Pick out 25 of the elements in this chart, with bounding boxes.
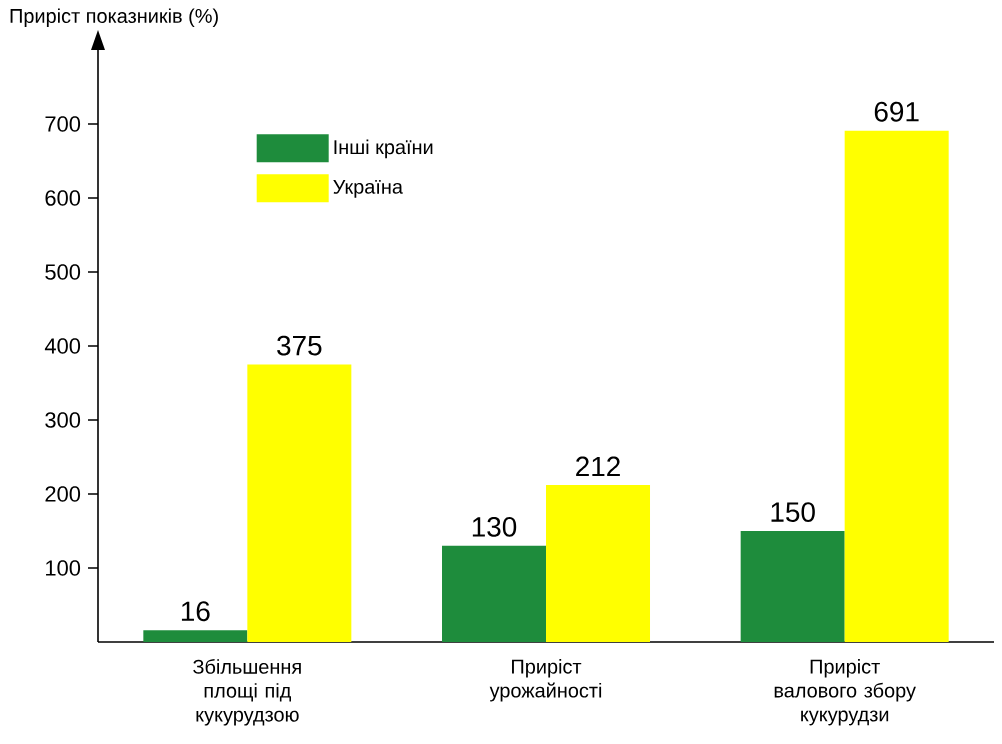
bar (442, 545, 547, 642)
bar (143, 630, 248, 642)
y-tick-label: 400 (44, 338, 81, 354)
x-tick-label: Збільшення площі під кукурудзою (193, 659, 301, 726)
bar (844, 130, 949, 642)
bar (740, 531, 845, 642)
data-label: 691 (874, 101, 919, 122)
legend-label: Інші країни (334, 139, 433, 159)
bar (247, 364, 352, 642)
y-tick-label: 100 (46, 560, 81, 576)
y-tick-label: 700 (45, 116, 81, 132)
y-tick-label: 600 (45, 190, 81, 206)
y-tick-label: 300 (45, 412, 81, 428)
data-label: 16 (181, 601, 210, 622)
data-label: 212 (576, 456, 620, 477)
y-tick-label: 200 (45, 486, 81, 502)
legend-label: Україна (333, 179, 403, 198)
x-tick-label: Приріст валового збору кукурудзи (774, 659, 916, 726)
data-label: 130 (472, 516, 517, 537)
y-axis-title: Приріст показників (%) (10, 8, 218, 27)
bar (546, 485, 651, 642)
data-label: 150 (771, 502, 815, 522)
data-label: 375 (277, 335, 322, 356)
y-tick-label: 500 (45, 264, 81, 280)
x-tick-label: Приріст урожайності (489, 659, 602, 702)
